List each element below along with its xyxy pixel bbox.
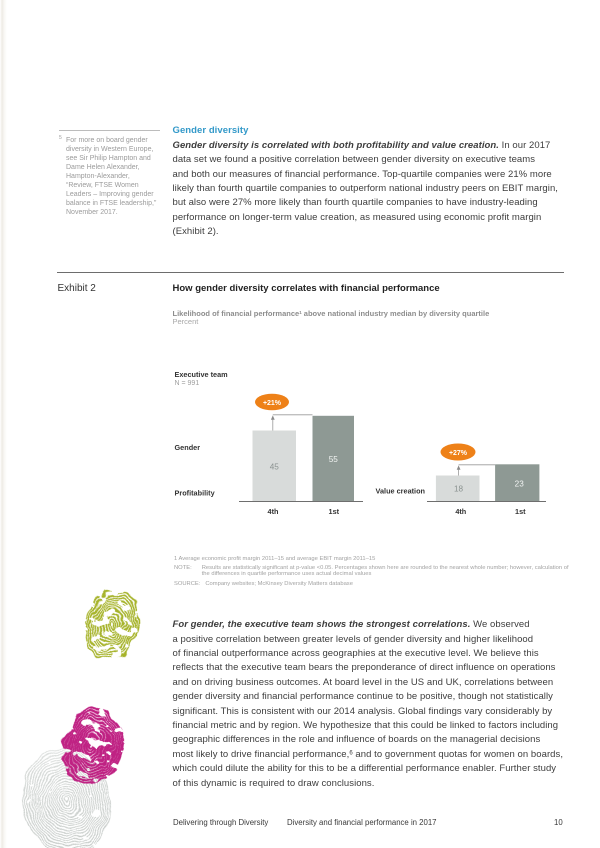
svg-text:4th: 4th: [268, 507, 279, 516]
svg-text:1st: 1st: [329, 507, 340, 516]
svg-text:4th: 4th: [455, 507, 466, 516]
svg-text:Value creation: Value creation: [376, 487, 425, 496]
svg-text:1st: 1st: [515, 507, 526, 516]
svg-text:23: 23: [515, 480, 525, 489]
svg-text:+21%: +21%: [263, 400, 282, 407]
svg-text:Executive team: Executive team: [175, 370, 229, 379]
svg-text:Gender: Gender: [175, 443, 201, 452]
svg-text:Profitability: Profitability: [175, 489, 216, 498]
svg-text:+27%: +27%: [449, 450, 468, 457]
svg-text:45: 45: [270, 463, 280, 472]
svg-text:N = 991: N = 991: [175, 380, 200, 387]
svg-text:18: 18: [454, 485, 464, 494]
svg-text:55: 55: [329, 455, 339, 464]
